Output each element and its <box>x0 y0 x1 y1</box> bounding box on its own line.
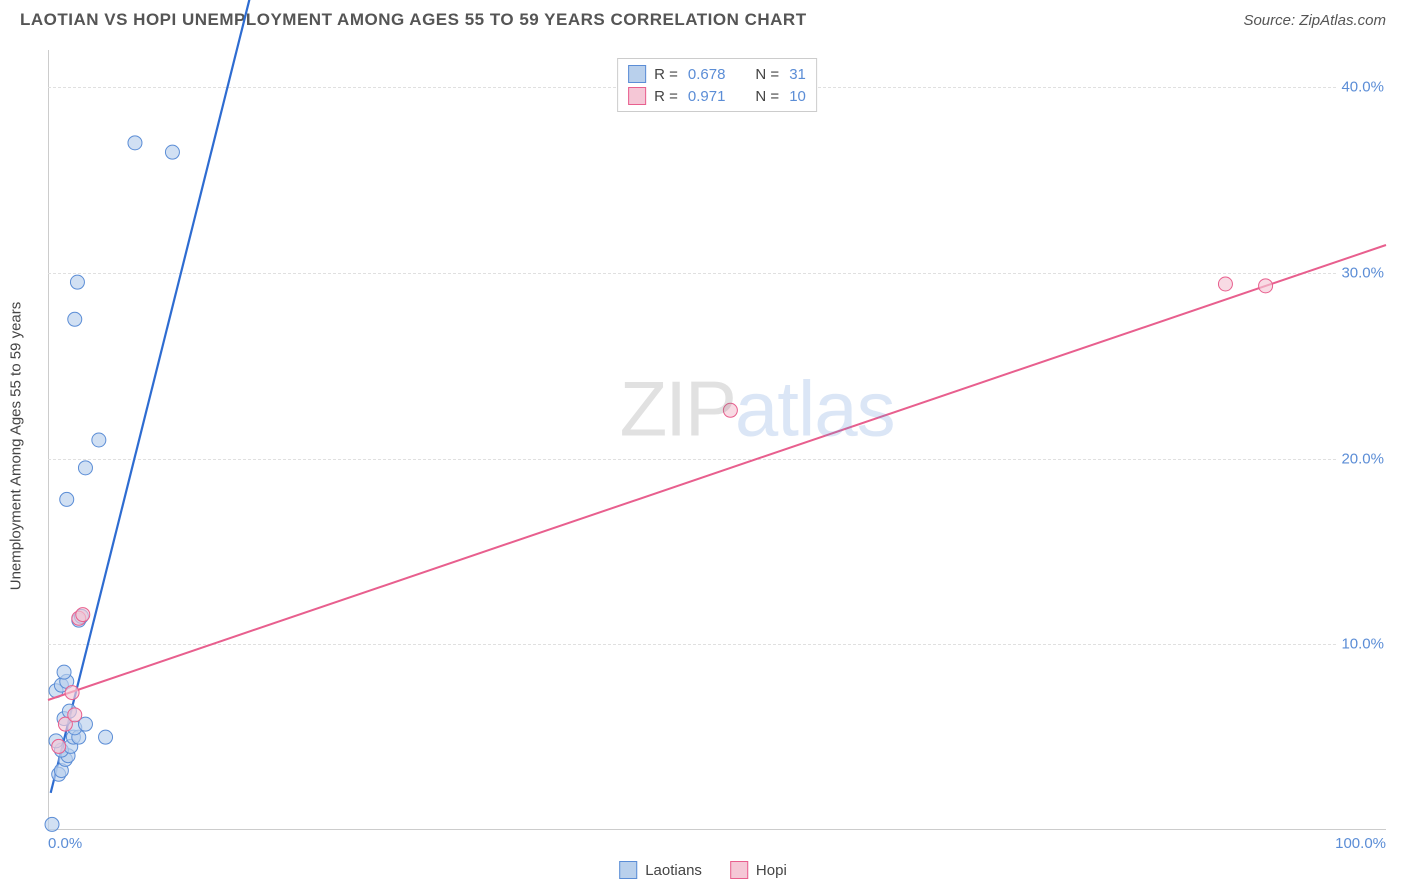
data-point-hopi <box>1218 277 1232 291</box>
legend-label-hopi: Hopi <box>756 862 787 879</box>
swatch-hopi <box>628 87 646 105</box>
r-label: R = <box>654 66 678 83</box>
data-point-laotians <box>68 312 82 326</box>
r-value-hopi: 0.971 <box>688 88 726 105</box>
data-point-laotians <box>92 433 106 447</box>
n-label: N = <box>755 88 779 105</box>
chart-plot-area: 10.0%20.0%30.0%40.0% ZIPatlas R = 0.678 … <box>48 50 1386 830</box>
data-point-hopi <box>76 608 90 622</box>
data-point-laotians <box>99 730 113 744</box>
data-point-laotians <box>128 136 142 150</box>
n-value-hopi: 10 <box>789 88 806 105</box>
legend-row-laotians: R = 0.678 N = 31 <box>628 63 806 85</box>
swatch-laotians <box>619 861 637 879</box>
legend-item-hopi: Hopi <box>730 861 787 879</box>
trend-line-laotians <box>51 0 256 793</box>
data-point-laotians <box>78 461 92 475</box>
data-point-hopi <box>723 403 737 417</box>
scatter-plot-svg <box>48 50 1386 830</box>
legend-item-laotians: Laotians <box>619 861 702 879</box>
n-label: N = <box>755 66 779 83</box>
data-point-laotians <box>70 275 84 289</box>
x-tick-label: 0.0% <box>48 835 82 852</box>
data-point-hopi <box>65 686 79 700</box>
data-point-laotians <box>57 665 71 679</box>
chart-header: LAOTIAN VS HOPI UNEMPLOYMENT AMONG AGES … <box>0 0 1406 36</box>
data-point-laotians <box>165 145 179 159</box>
data-point-hopi <box>68 708 82 722</box>
data-point-laotians <box>60 492 74 506</box>
correlation-legend: R = 0.678 N = 31 R = 0.971 N = 10 <box>617 58 817 112</box>
legend-label-laotians: Laotians <box>645 862 702 879</box>
chart-title: LAOTIAN VS HOPI UNEMPLOYMENT AMONG AGES … <box>20 10 807 30</box>
trend-line-hopi <box>48 245 1386 700</box>
series-legend: Laotians Hopi <box>619 861 787 879</box>
n-value-laotians: 31 <box>789 66 806 83</box>
legend-row-hopi: R = 0.971 N = 10 <box>628 85 806 107</box>
data-point-hopi <box>52 739 66 753</box>
swatch-hopi <box>730 861 748 879</box>
data-point-hopi <box>1259 279 1273 293</box>
y-axis-title: Unemployment Among Ages 55 to 59 years <box>8 302 25 591</box>
data-point-laotians <box>45 817 59 831</box>
source-citation: Source: ZipAtlas.com <box>1243 12 1386 29</box>
swatch-laotians <box>628 65 646 83</box>
x-tick-label: 100.0% <box>1335 835 1386 852</box>
r-value-laotians: 0.678 <box>688 66 726 83</box>
r-label: R = <box>654 88 678 105</box>
